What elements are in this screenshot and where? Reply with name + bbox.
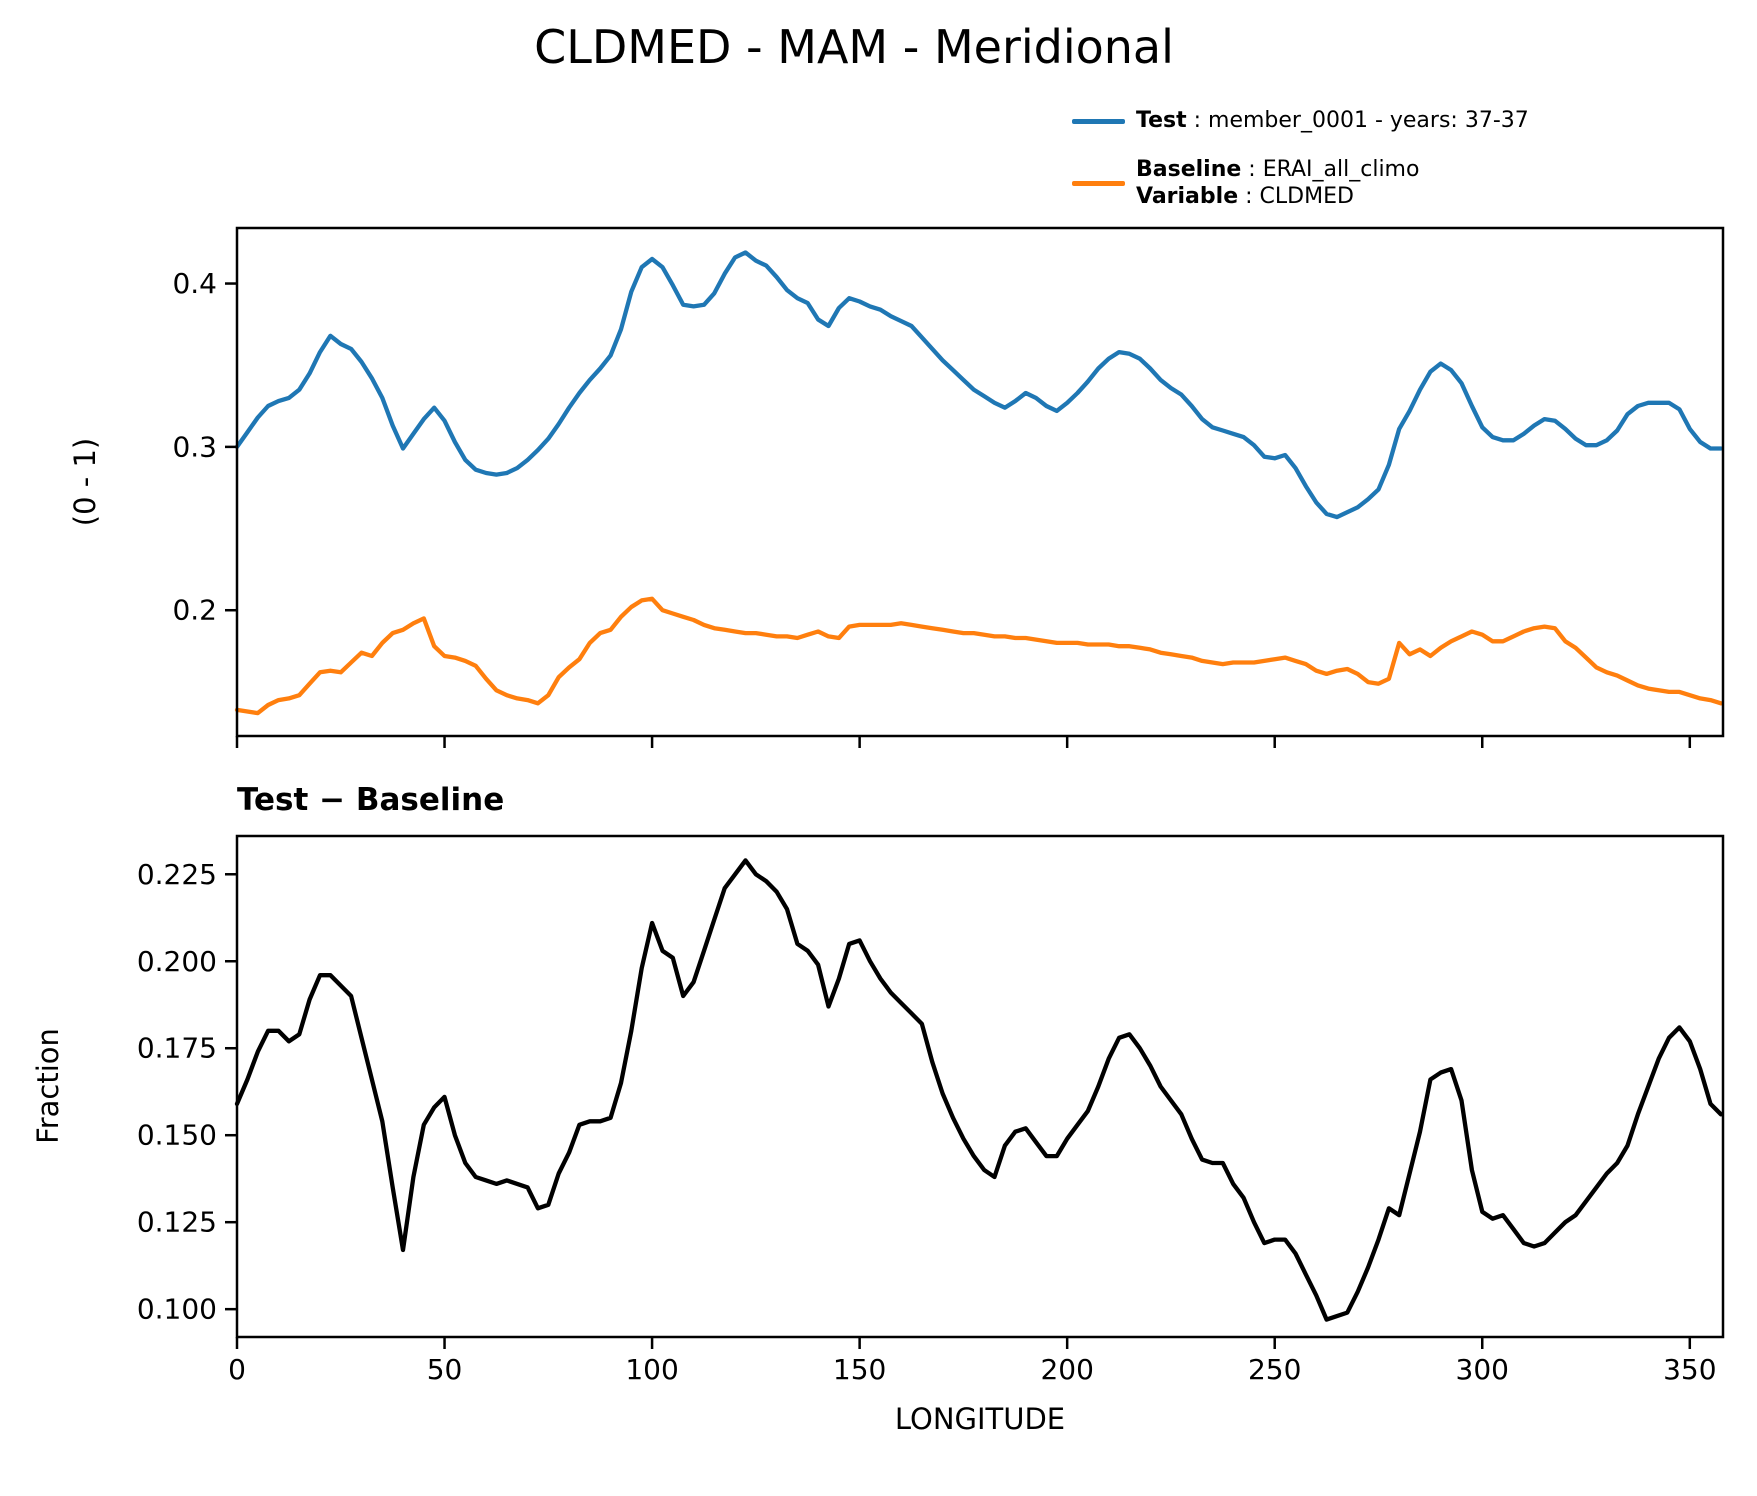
x-tick-label: 0 <box>228 1353 246 1386</box>
x-tick-label: 150 <box>833 1353 886 1386</box>
line-baseline <box>234 596 1724 716</box>
figure-title: CLDMED - MAM - Meridional <box>534 20 1174 74</box>
x-tick-label: 350 <box>1663 1353 1716 1386</box>
legend-variable-value: : CLDMED <box>1238 184 1354 209</box>
y-tick-label: 0.4 <box>172 267 217 300</box>
x-axis-ticks <box>235 736 1692 748</box>
legend-baseline-value: : ERAI_all_climo <box>1241 157 1420 182</box>
series-lines <box>234 250 1724 716</box>
y-axis-ticks: 0.2 0.3 0.4 <box>172 267 237 627</box>
y-tick-label: 0.2 <box>172 594 217 627</box>
top-chart-ylabel: (0 - 1) <box>68 437 102 527</box>
line-test <box>234 250 1724 520</box>
y-tick-label: 0.125 <box>137 1206 217 1239</box>
legend-swatch-test <box>1072 119 1125 124</box>
legend-entry-baseline: Baseline : ERAI_all_climo Variable : CLD… <box>1136 156 1419 210</box>
legend-variable-label: Variable <box>1136 184 1239 209</box>
x-tick-label: 100 <box>625 1353 678 1386</box>
bottom-chart-ylabel: Fraction <box>31 1028 65 1144</box>
line-test <box>234 858 1724 1322</box>
legend-swatch-baseline <box>1072 181 1125 186</box>
legend-test-label: Test <box>1136 108 1187 133</box>
y-axis-ticks: 0.100 0.125 0.150 0.175 0.200 0.225 <box>137 858 237 1326</box>
y-tick-label: 0.225 <box>137 858 217 891</box>
legend-baseline-line: Baseline : ERAI_all_climo <box>1136 156 1419 183</box>
y-tick-label: 0.150 <box>137 1119 217 1152</box>
legend-test-value: : member_0001 - years: 37-37 <box>1186 108 1529 133</box>
top-chart: 0.2 0.3 0.4 <box>172 226 1725 748</box>
axes-spines <box>235 834 1725 1339</box>
bottom-chart: 0.100 0.125 0.150 0.175 0.200 0.225 0 50 100 150 2… <box>137 834 1725 1386</box>
bottom-chart-title: Test − Baseline <box>237 782 505 818</box>
y-tick-label: 0.100 <box>137 1293 217 1326</box>
series-lines <box>234 858 1724 1322</box>
axes-spines <box>235 226 1725 738</box>
x-axis-ticks: 0 50 100 150 200 250 300 350 <box>228 1337 1717 1386</box>
legend-baseline-label: Baseline <box>1136 157 1242 182</box>
x-tick-label: 250 <box>1248 1353 1301 1386</box>
y-tick-label: 0.3 <box>172 430 217 463</box>
x-tick-label: 200 <box>1040 1353 1093 1386</box>
legend-entry-test: Test : member_0001 - years: 37-37 <box>1136 108 1529 133</box>
y-tick-label: 0.175 <box>137 1032 217 1065</box>
y-tick-label: 0.200 <box>137 945 217 978</box>
x-axis-label: LONGITUDE <box>894 1402 1066 1436</box>
x-tick-label: 50 <box>427 1353 463 1386</box>
legend-variable-line: Variable : CLDMED <box>1136 183 1419 210</box>
x-tick-label: 300 <box>1456 1353 1509 1386</box>
